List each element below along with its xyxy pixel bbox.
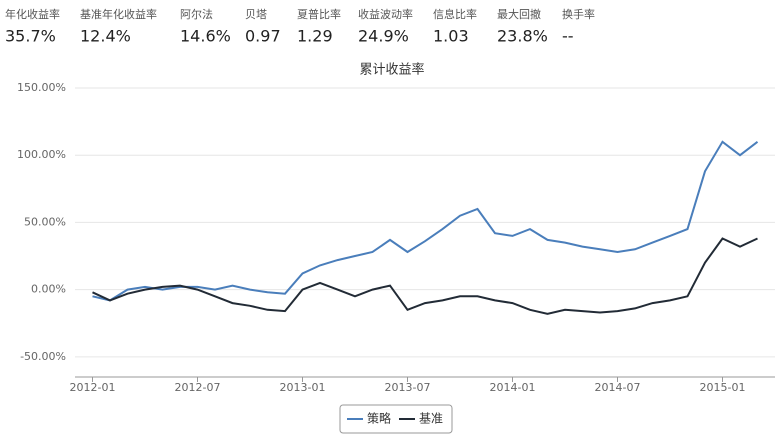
legend-box [339,404,453,434]
metric-label: 信息比率 [433,7,477,21]
x-tick-label: 2012-01 [70,381,116,394]
metric-value: 12.4% [80,27,131,46]
metric-label: 阿尔法 [180,7,213,21]
metric-label: 收益波动率 [358,7,413,21]
metric-label: 最大回撤 [497,7,541,21]
metric-label: 年化收益率 [5,7,60,21]
y-tick-label: -50.00% [20,350,66,363]
x-tick-label: 2012-07 [175,381,221,394]
series-line [92,140,759,302]
metric-value: 14.6% [180,27,231,46]
metric-value: -- [562,27,574,46]
metric-value: 0.97 [245,27,281,46]
x-tick-label: 2014-07 [595,381,641,394]
metric-value: 1.03 [433,27,469,46]
series-line [92,237,758,315]
chart-title: 累计收益率 [359,62,424,78]
legend-label: 基准 [419,412,443,426]
y-tick-label: 0.00% [31,283,66,296]
x-tick-label: 2013-01 [280,381,326,394]
metric-label: 贝塔 [245,8,267,21]
metric-label: 夏普比率 [297,7,341,21]
metric-value: 35.7% [5,27,56,46]
x-tick-label: 2013-07 [385,381,431,394]
y-tick-label: 150.00% [17,81,66,94]
y-tick-label: 50.00% [24,215,66,228]
y-tick-label: 100.00% [17,148,66,161]
metric-value: 23.8% [497,27,548,46]
metric-value: 1.29 [297,27,333,46]
metric-value: 24.9% [358,27,409,46]
metric-label: 基准年化收益率 [80,7,157,21]
legend-label: 策略 [367,411,391,426]
metric-label: 换手率 [562,7,595,21]
x-tick-label: 2014-01 [490,381,536,394]
x-tick-label: 2015-01 [700,381,746,394]
